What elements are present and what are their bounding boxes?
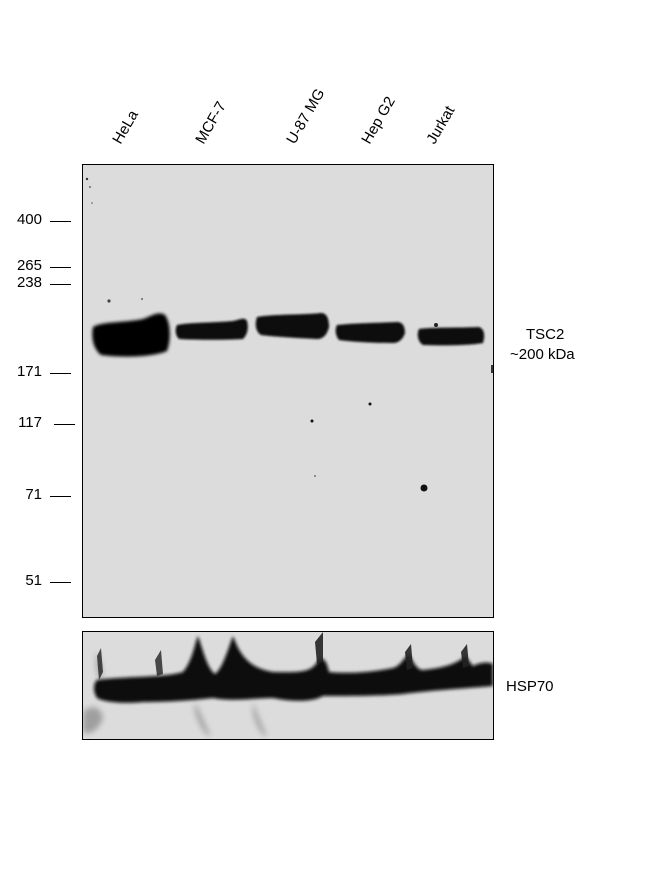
hsp70-band [94,636,493,703]
lane-label-hepg2: Hep G2 [358,93,399,147]
tsc2-band-hepg2 [335,322,405,343]
lane-label-u87mg: U-87 MG [283,85,329,147]
mw-tick-51 [50,582,71,583]
lane-label-hela: HeLa [109,107,142,147]
mw-marker-51: 51 [25,572,42,589]
tsc2-band-mcf7 [175,318,248,340]
tsc2-blot-panel [82,164,494,618]
tsc2-band-jurkat [417,327,485,346]
mw-tick-117 [54,424,75,425]
mw-marker-171: 171 [16,363,42,380]
loading-control-label: HSP70 [506,678,554,695]
tsc2-band-u87mg [255,313,329,339]
hsp70-blot-panel [82,631,494,740]
target-size: ~200 kDa [510,346,575,363]
lane-label-mcf7: MCF-7 [192,98,230,147]
mw-marker-117: 117 [18,414,42,431]
mw-tick-265 [50,267,71,268]
target-name: TSC2 [526,326,565,343]
hsp70-blot-image [83,632,493,736]
mw-marker-71: 71 [25,486,42,503]
tsc2-band-hela [92,313,170,357]
mw-tick-171 [50,373,71,374]
mw-tick-71 [50,496,71,497]
mw-marker-238: 238 [16,274,42,291]
mw-tick-238 [50,284,71,285]
tsc2-blot-image [85,177,493,492]
mw-tick-400 [50,221,71,222]
lane-label-jurkat: Jurkat [423,103,459,147]
target-label: TSC2 ~200 kDa [510,325,575,365]
mw-marker-400: 400 [16,211,42,228]
mw-marker-265: 265 [16,257,42,274]
